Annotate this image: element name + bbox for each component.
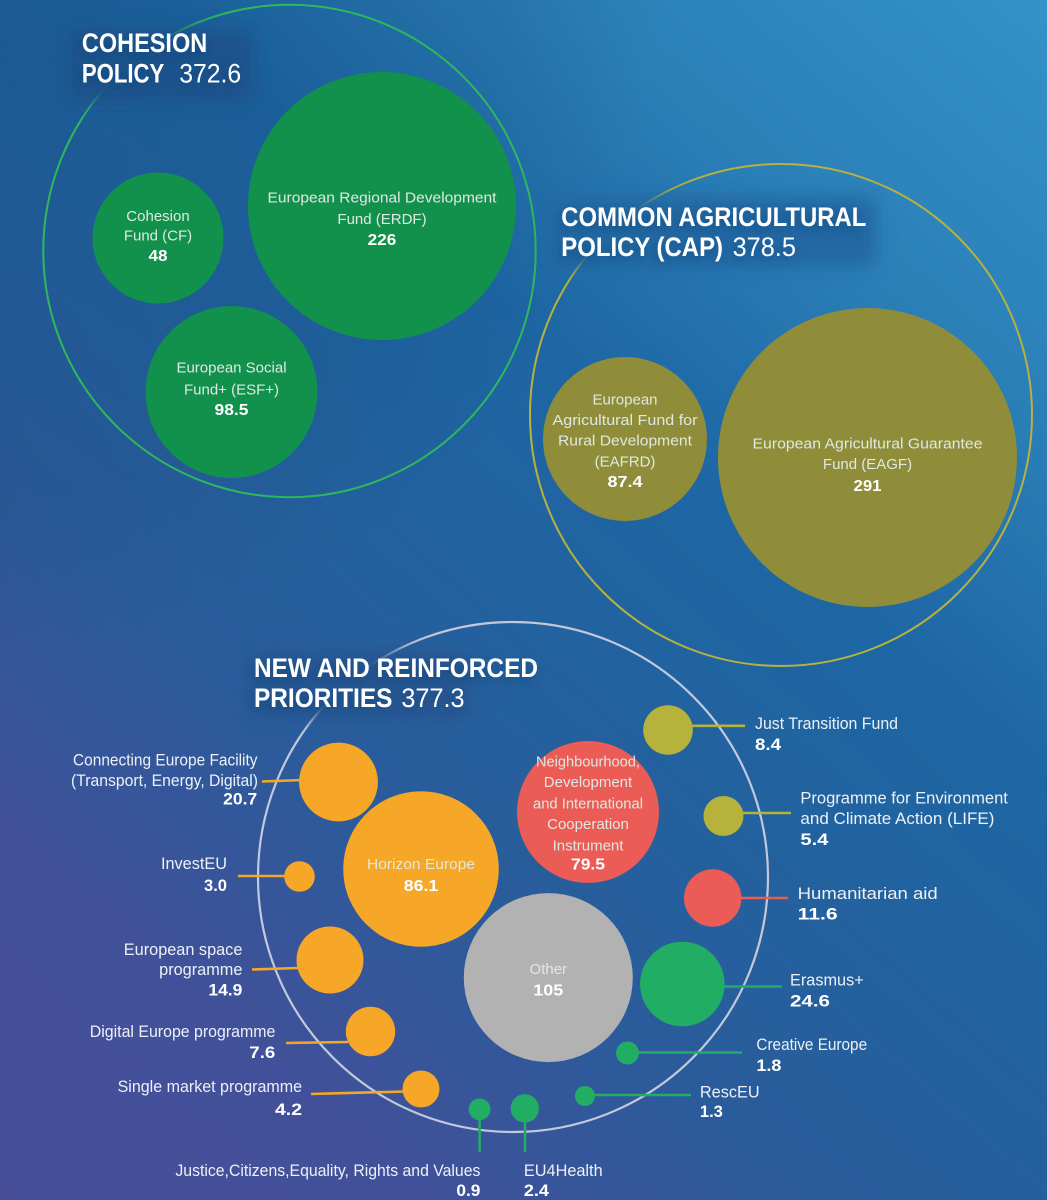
svg-text:Horizon Europe: Horizon Europe xyxy=(367,856,475,873)
svg-text:European space: European space xyxy=(124,941,243,959)
svg-text:PRIORITIES: PRIORITIES xyxy=(254,683,392,713)
svg-text:and International: and International xyxy=(533,796,643,813)
svg-text:COHESION: COHESION xyxy=(82,28,207,58)
svg-text:Connecting Europe Facility: Connecting Europe Facility xyxy=(73,752,258,770)
svg-text:86.1: 86.1 xyxy=(404,878,439,895)
svg-text:Fund (CF): Fund (CF) xyxy=(124,228,192,245)
svg-text:1.3: 1.3 xyxy=(700,1103,723,1121)
svg-text:11.6: 11.6 xyxy=(798,906,838,924)
svg-text:14.9: 14.9 xyxy=(208,982,242,1000)
svg-text:Instrument: Instrument xyxy=(553,838,625,855)
svg-text:87.4: 87.4 xyxy=(608,474,643,491)
svg-text:European: European xyxy=(592,392,657,409)
svg-text:372.6: 372.6 xyxy=(179,59,241,89)
svg-text:POLICY: POLICY xyxy=(82,59,164,89)
svg-text:Cooperation: Cooperation xyxy=(547,816,629,833)
svg-text:Justice,Citizens,Equality, Rig: Justice,Citizens,Equality, Rights and Va… xyxy=(175,1162,480,1180)
svg-text:Fund (EAGF): Fund (EAGF) xyxy=(823,456,912,473)
svg-text:4.2: 4.2 xyxy=(275,1101,302,1119)
svg-text:5.4: 5.4 xyxy=(800,831,828,849)
svg-text:COMMON AGRICULTURAL: COMMON AGRICULTURAL xyxy=(561,202,866,232)
svg-text:24.6: 24.6 xyxy=(790,993,830,1011)
svg-text:Single market programme: Single market programme xyxy=(118,1078,302,1096)
svg-text:Programme for Environment: Programme for Environment xyxy=(800,789,1008,807)
svg-text:Rural Development: Rural Development xyxy=(558,433,693,450)
svg-text:Fund+ (ESF+): Fund+ (ESF+) xyxy=(184,381,279,398)
svg-text:8.4: 8.4 xyxy=(755,736,781,754)
svg-text:377.3: 377.3 xyxy=(401,683,464,713)
svg-text:1.8: 1.8 xyxy=(756,1057,781,1075)
svg-text:2.4: 2.4 xyxy=(524,1182,549,1200)
svg-text:programme: programme xyxy=(159,961,242,979)
svg-text:Humanitarian aid: Humanitarian aid xyxy=(798,885,938,903)
svg-text:0.9: 0.9 xyxy=(456,1182,480,1200)
svg-text:and Climate Action (LIFE): and Climate Action (LIFE) xyxy=(800,810,994,828)
svg-text:7.6: 7.6 xyxy=(249,1044,275,1062)
svg-text:RescEU: RescEU xyxy=(700,1084,760,1102)
svg-text:European Regional Development: European Regional Development xyxy=(268,189,498,206)
svg-text:NEW AND REINFORCED: NEW AND REINFORCED xyxy=(254,653,538,683)
svg-text:98.5: 98.5 xyxy=(215,402,249,419)
svg-text:48: 48 xyxy=(149,248,168,265)
svg-text:226: 226 xyxy=(368,232,397,249)
svg-text:EU4Health: EU4Health xyxy=(524,1162,603,1180)
svg-text:European Agricultural Guarante: European Agricultural Guarantee xyxy=(753,436,983,453)
svg-text:291: 291 xyxy=(854,478,882,495)
svg-text:378.5: 378.5 xyxy=(733,232,796,262)
svg-text:(Transport, Energy, Digital): (Transport, Energy, Digital) xyxy=(71,772,258,790)
svg-text:Erasmus+: Erasmus+ xyxy=(790,972,864,990)
svg-text:Digital Europe programme: Digital Europe programme xyxy=(90,1023,276,1041)
svg-text:Development: Development xyxy=(544,774,633,791)
svg-text:Fund (ERDF): Fund (ERDF) xyxy=(337,211,426,228)
svg-text:Other: Other xyxy=(530,961,568,978)
svg-text:Just Transition Fund: Just Transition Fund xyxy=(755,715,898,733)
svg-text:InvestEU: InvestEU xyxy=(161,855,227,873)
svg-text:Agricultural Fund for: Agricultural Fund for xyxy=(553,412,698,429)
svg-text:105: 105 xyxy=(533,983,563,1000)
svg-text:Neighbourhood,: Neighbourhood, xyxy=(536,753,640,770)
svg-text:POLICY (CAP): POLICY (CAP) xyxy=(561,232,723,262)
svg-text:20.7: 20.7 xyxy=(223,791,257,809)
svg-text:3.0: 3.0 xyxy=(204,877,227,895)
svg-text:Cohesion: Cohesion xyxy=(126,208,189,225)
svg-text:79.5: 79.5 xyxy=(571,857,605,874)
svg-text:Creative Europe: Creative Europe xyxy=(756,1036,867,1054)
svg-text:(EAFRD): (EAFRD) xyxy=(595,453,656,470)
svg-text:European Social: European Social xyxy=(176,360,286,377)
